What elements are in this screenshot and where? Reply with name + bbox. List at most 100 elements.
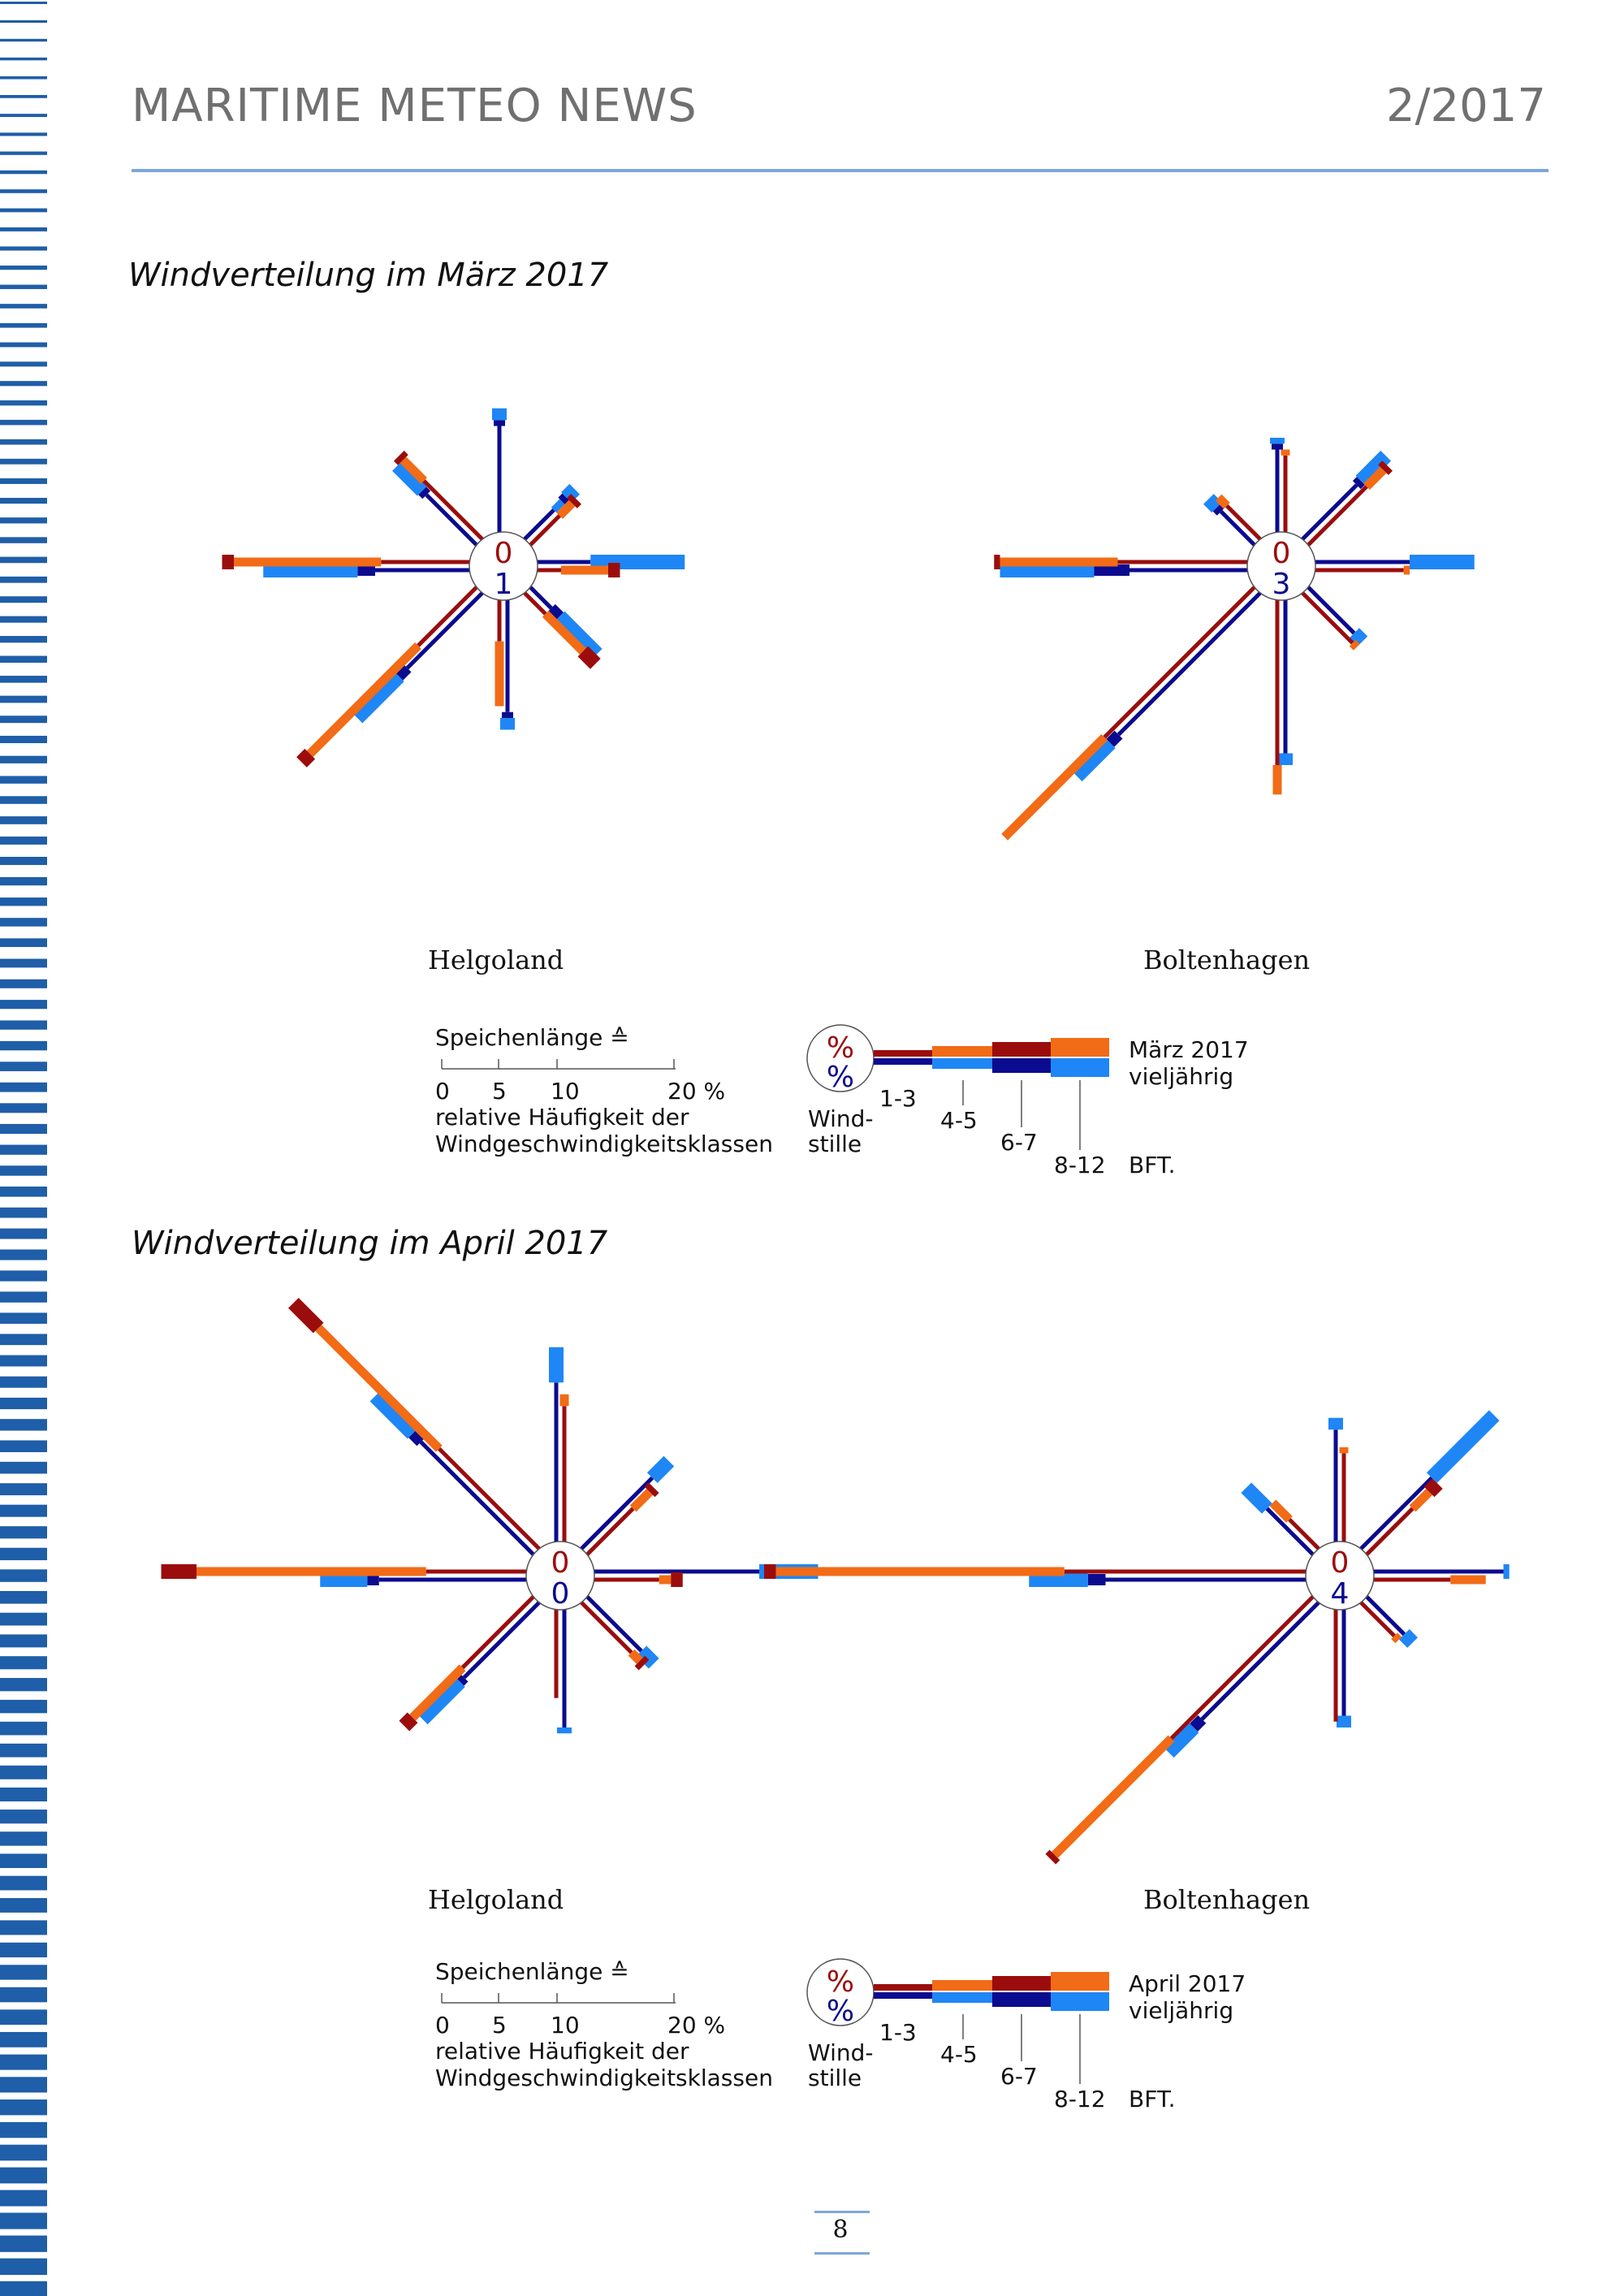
wind-rose-helgoland-0: 01: [222, 408, 685, 767]
legend-bar-longterm-13: [874, 1992, 932, 1999]
scale-tick-label: 20 %: [667, 1078, 725, 1105]
spoke-longterm-se: [636, 1645, 659, 1669]
stripe: [0, 1987, 47, 2003]
stripe: [0, 517, 47, 524]
legend-percent-longterm: %: [827, 1995, 854, 2028]
stripe: [0, 2167, 47, 2184]
spoke-current-ne: [1409, 1489, 1433, 1512]
legend-bar-longterm-67: [992, 1058, 1051, 1073]
legend-class-label: 8-12: [1054, 2086, 1106, 2112]
stripe: [0, 1699, 47, 1714]
spoke-current-nw: [1269, 1499, 1293, 1523]
stripe: [0, 857, 47, 866]
stripe: [0, 1228, 47, 1239]
legend-0: Speichenlänge ≙ 0 5 10 20 %relative Häufigke…: [435, 1024, 1249, 1178]
spoke-longterm-sw: [352, 671, 404, 724]
spoke-current-sw: [1052, 1735, 1175, 1858]
spoke-current-ne: [1423, 1478, 1443, 1498]
spoke-longterm-sw: [1190, 1714, 1207, 1732]
stripe: [0, 1312, 47, 1324]
legend-bar-current-13: [874, 1050, 932, 1057]
scale-tick-label: 0: [435, 2012, 450, 2039]
stripe: [0, 1965, 47, 1980]
stripe: [0, 2031, 47, 2047]
legend-bar-longterm-45: [932, 1992, 992, 2003]
stripe: [0, 265, 47, 270]
stripe: [0, 1920, 47, 1935]
issue-number: 2/2017: [1385, 80, 1546, 132]
stripe: [0, 1810, 47, 1824]
legend-bar-current-67: [992, 1976, 1051, 1991]
spoke-current-sw: [399, 1712, 418, 1732]
spoke-current-sw: [1169, 1595, 1315, 1740]
legend-bft-label: BFT.: [1129, 1152, 1176, 1178]
stripe: [0, 284, 47, 289]
legend-bar-current-812: [1051, 1038, 1109, 1057]
page-number: 8: [832, 2216, 849, 2244]
decorative-stripe-bar: [0, 2, 47, 2296]
stripe: [0, 132, 47, 136]
legend-bar-longterm-812: [1051, 1058, 1109, 1077]
spoke-longterm-ne: [561, 483, 581, 503]
spoke-longterm-se: [1365, 1595, 1406, 1637]
calm-current-value: 0: [495, 537, 513, 570]
spoke-current-sw: [1001, 733, 1108, 841]
spoke-longterm-se: [585, 1595, 643, 1653]
legend-bar-longterm-13: [874, 1058, 932, 1065]
spoke-longterm-ne: [646, 1455, 675, 1483]
spoke-longterm-nw: [1265, 1507, 1315, 1556]
stripe: [0, 2009, 47, 2026]
spoke-current-nw: [400, 456, 427, 484]
spoke-current-nw: [422, 479, 484, 541]
stripe: [0, 1526, 47, 1539]
spoke-current-sw: [296, 748, 316, 767]
spoke-longterm-sw: [1116, 591, 1262, 737]
spoke-current-nw: [438, 1446, 541, 1550]
stripe: [0, 1249, 47, 1260]
publication-title: MARITIME METEO NEWS: [132, 80, 698, 132]
spoke-current-ne: [529, 514, 561, 547]
spoke-current-ne: [556, 499, 576, 519]
legend-class-label: 6-7: [1000, 2063, 1038, 2090]
stripe: [0, 1020, 47, 1030]
scale-tick-label: 5: [492, 2012, 507, 2039]
scale-tick-label: 20 %: [667, 2012, 725, 2039]
spoke-longterm-nw: [369, 1390, 418, 1439]
stripe: [0, 1165, 47, 1176]
stripe: [0, 1853, 47, 1869]
stripe: [0, 1504, 47, 1517]
scale-tick-label: 5: [492, 1078, 507, 1105]
stripe: [0, 342, 47, 348]
spoke-current-sw: [306, 642, 421, 758]
spoke-current-sw: [1045, 1849, 1060, 1865]
stripe: [0, 1440, 47, 1453]
stripe: [0, 208, 47, 213]
stripe: [0, 478, 47, 484]
spoke-longterm-se: [1349, 628, 1368, 647]
spoke-current-ne: [629, 1489, 654, 1512]
legend-bar-current-45: [932, 1046, 992, 1057]
spoke-current-sw: [417, 586, 478, 647]
stripe: [0, 636, 47, 643]
spoke-current-se: [523, 591, 547, 616]
stripe: [0, 1547, 47, 1561]
stripe: [0, 1144, 47, 1155]
station-label-boltenhagen-april: Boltenhagen: [1143, 1884, 1311, 1915]
section-title-april: Windverteilung im April 2017: [132, 1225, 608, 1262]
legend-bar-longterm-45: [932, 1058, 992, 1069]
stripe: [0, 1355, 47, 1367]
stripe: [0, 498, 47, 504]
stripe: [0, 361, 47, 367]
stripe: [0, 2281, 47, 2296]
stripe: [0, 1787, 47, 1802]
spoke-current-ne: [644, 1482, 659, 1498]
stripe: [0, 1483, 47, 1496]
stripe: [0, 381, 47, 387]
spoke-longterm-nw: [391, 460, 428, 496]
station-label-boltenhagen-march: Boltenhagen: [1143, 945, 1311, 975]
legend-class-label: 4-5: [940, 1107, 978, 1134]
spoke-longterm-sw: [395, 664, 412, 681]
stripe: [0, 2144, 47, 2161]
stripe: [0, 2235, 47, 2252]
legend-percent-current: %: [827, 1965, 854, 1999]
